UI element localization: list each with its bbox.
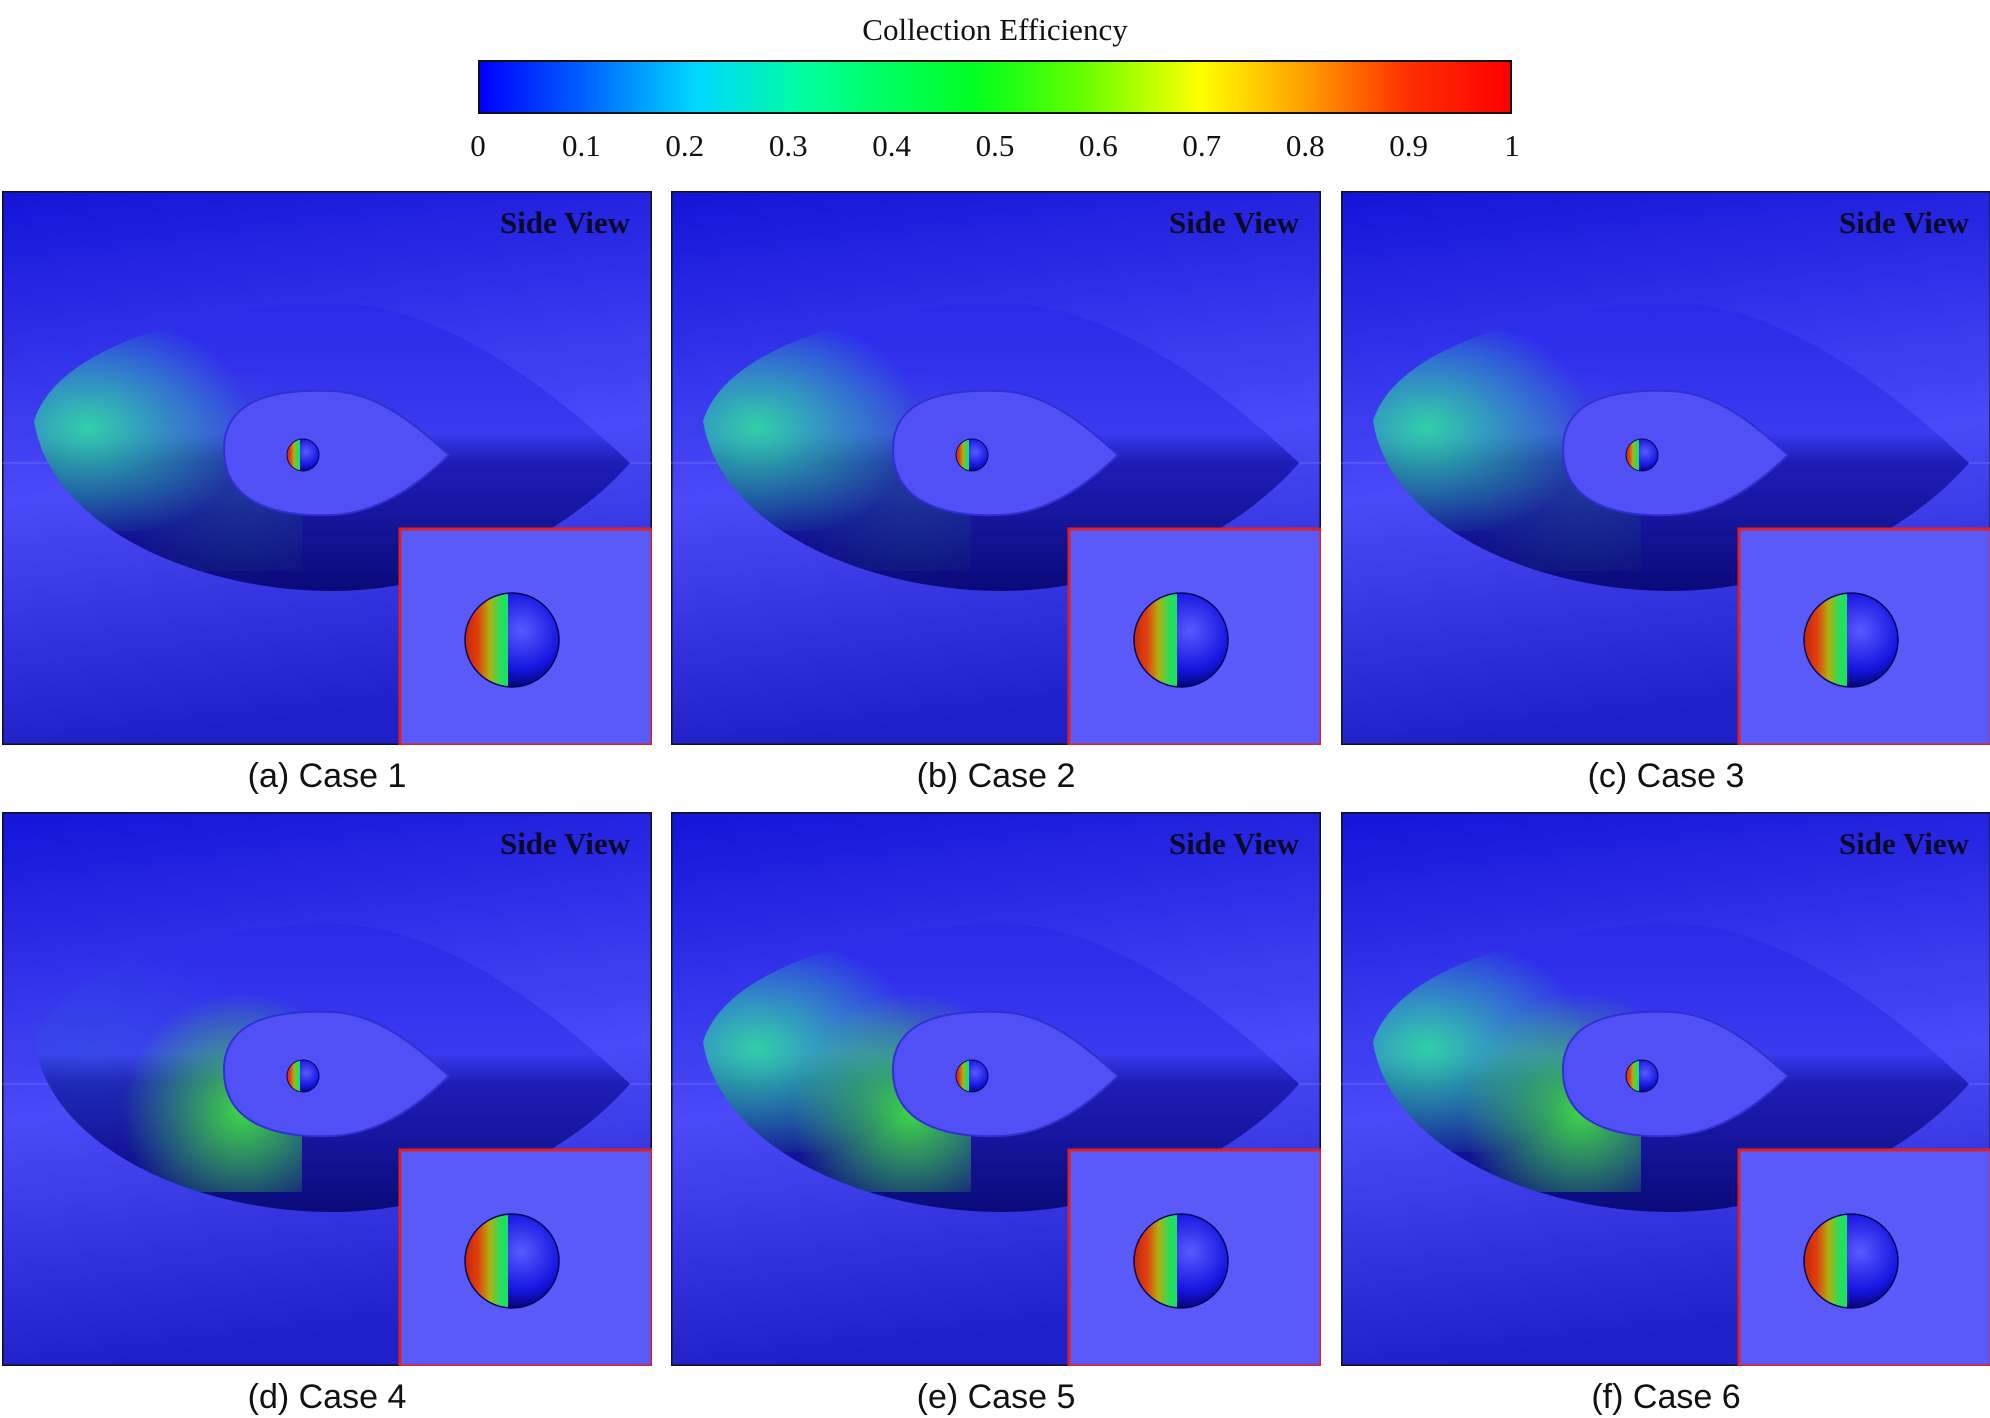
side-view-label: Side View (499, 205, 630, 240)
colorbar (478, 60, 1512, 114)
probe-sphere (1625, 1059, 1659, 1093)
inlet-opening (891, 389, 1120, 517)
panel-caption: (d) Case 4 (247, 1378, 407, 1416)
contour-panel: Side View (671, 812, 1321, 1366)
inlet-opening (222, 389, 451, 517)
zoom-inset (398, 1148, 652, 1366)
contour-panel: Side View (2, 191, 652, 745)
zoom-inset (1067, 1148, 1321, 1366)
probe-sphere (286, 438, 320, 472)
colorbar-tick-label: 0.7 (1182, 128, 1222, 163)
zoom-inset (1737, 527, 1990, 745)
zoom-inset (1067, 527, 1321, 745)
colorbar-tick-label: 0.6 (1079, 128, 1118, 163)
side-view-label: Side View (1168, 205, 1299, 240)
zoom-inset (398, 527, 652, 745)
inlet-opening (222, 1010, 451, 1138)
side-view-label: Side View (499, 826, 630, 861)
probe-sphere (1625, 438, 1659, 472)
panel-caption: (b) Case 2 (916, 757, 1076, 795)
contour-panel: Side View (1341, 191, 1990, 745)
colorbar-tick-label: 0.8 (1285, 128, 1325, 163)
contour-plot (1341, 191, 1990, 745)
contour-plot (1341, 812, 1990, 1366)
colorbar-title: Collection Efficiency (862, 12, 1128, 47)
side-view-label: Side View (1838, 205, 1969, 240)
zoom-inset (1737, 1148, 1990, 1366)
side-view-label: Side View (1838, 826, 1969, 861)
panel-caption: (f) Case 6 (1591, 1378, 1741, 1416)
contour-plot (671, 812, 1321, 1366)
probe-sphere (286, 1059, 320, 1093)
inlet-opening (1561, 389, 1790, 517)
panel-caption: (c) Case 3 (1587, 757, 1745, 795)
colorbar-tick-label: 0.4 (872, 128, 911, 163)
contour-plot (2, 191, 652, 745)
contour-panel: Side View (1341, 812, 1990, 1366)
contour-plot (2, 812, 652, 1366)
probe-sphere (955, 1059, 989, 1093)
colorbar-tick-label: 0 (470, 128, 486, 163)
contour-panel: Side View (2, 812, 652, 1366)
colorbar-tick-label: 0.3 (768, 128, 808, 163)
probe-sphere (955, 438, 989, 472)
panel-caption: (e) Case 5 (916, 1378, 1076, 1416)
contour-plot (671, 191, 1321, 745)
inlet-opening (1561, 1010, 1790, 1138)
inlet-opening (891, 1010, 1120, 1138)
side-view-label: Side View (1168, 826, 1299, 861)
panel-caption: (a) Case 1 (247, 757, 407, 795)
contour-panel: Side View (671, 191, 1321, 745)
colorbar-tick-label: 0.2 (665, 128, 705, 163)
colorbar-tick-label: 0.9 (1389, 128, 1428, 163)
colorbar-tick-label: 0.1 (562, 128, 601, 163)
colorbar-tick-label: 1 (1504, 128, 1520, 163)
colorbar-tick-label: 0.5 (975, 128, 1015, 163)
